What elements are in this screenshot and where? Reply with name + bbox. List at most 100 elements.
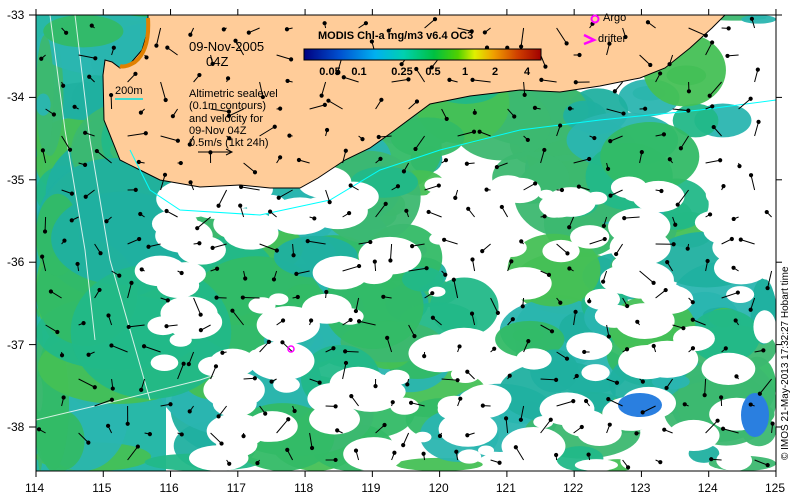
velocity-arrow-head — [319, 93, 324, 98]
velocity-arrow-head — [187, 409, 192, 414]
velocity-arrow-head — [333, 404, 338, 409]
velocity-arrow-head — [104, 219, 109, 224]
velocity-arrow-head — [765, 285, 770, 291]
velocity-arrow-head — [67, 147, 73, 152]
velocity-arrow-head — [707, 93, 712, 98]
velocity-arrow-head — [458, 396, 463, 401]
velocity-arrow — [520, 27, 525, 47]
cloud-patch — [478, 445, 495, 456]
velocity-arrow-head — [512, 114, 517, 119]
velocity-arrow — [705, 159, 721, 164]
velocity-arrow-head — [587, 299, 592, 304]
velocity-arrow — [428, 211, 442, 218]
cloud-patch — [213, 208, 267, 241]
velocity-arrow-head — [61, 395, 66, 400]
velocity-arrow-head — [333, 457, 338, 463]
velocity-arrow — [259, 341, 270, 353]
velocity-arrow — [677, 189, 689, 205]
velocity-scale-arrow — [198, 148, 234, 156]
cloud-patch — [570, 225, 610, 249]
velocity-arrow-head — [605, 166, 611, 172]
velocity-arrow-head — [533, 181, 538, 186]
velocity-arrow-head — [755, 67, 760, 72]
velocity-arrow-head — [86, 440, 91, 445]
velocity-arrow — [328, 100, 343, 110]
velocity-arrow-head — [133, 71, 138, 76]
velocity-arrow-head — [272, 124, 277, 129]
velocity-arrow-head — [40, 254, 45, 259]
velocity-arrow — [722, 428, 739, 434]
velocity-arrow-head — [430, 315, 435, 320]
cloud-patch — [716, 449, 753, 471]
velocity-arrow-head — [542, 214, 547, 219]
velocity-arrow-head — [574, 373, 579, 379]
velocity-arrow-head — [731, 265, 736, 270]
velocity-arrow — [639, 54, 651, 66]
velocity-arrow-head — [381, 294, 386, 299]
velocity-arrow-head — [592, 135, 597, 141]
velocity-arrow-head — [187, 142, 192, 147]
velocity-arrow-head — [382, 422, 387, 428]
cloud-patch — [457, 449, 482, 464]
velocity-arrow — [672, 108, 689, 112]
cloud-patch — [343, 437, 404, 471]
velocity-arrow-head — [601, 279, 606, 284]
velocity-arrow-head — [436, 183, 441, 188]
velocity-arrow — [540, 324, 553, 332]
velocity-arrow-head — [135, 444, 140, 449]
velocity-arrow-head — [663, 287, 668, 293]
velocity-arrow-head — [353, 448, 359, 453]
velocity-arrow-head — [404, 208, 409, 213]
velocity-arrow-head — [252, 170, 258, 175]
velocity-arrow-head — [291, 253, 296, 258]
velocity-arrow-head — [268, 209, 273, 214]
velocity-arrow — [750, 175, 756, 191]
velocity-arrow — [355, 297, 360, 312]
velocity-arrow-head — [614, 380, 620, 385]
velocity-arrow-head — [216, 203, 221, 208]
x-tick-label: 124 — [697, 481, 718, 495]
velocity-arrow-head — [233, 38, 238, 43]
velocity-arrow-head — [280, 340, 285, 345]
velocity-arrow-head — [477, 129, 482, 134]
velocity-arrow-head — [89, 23, 94, 28]
velocity-arrow-head — [466, 206, 471, 211]
velocity-arrow — [259, 126, 276, 137]
velocity-arrow-head — [227, 136, 232, 141]
velocity-arrow-head — [513, 445, 518, 450]
velocity-arrow-head — [147, 431, 152, 437]
velocity-arrow-head — [385, 335, 390, 340]
velocity-arrow-head — [349, 394, 354, 399]
velocity-arrow-head — [181, 361, 186, 366]
velocity-arrow-head — [614, 251, 619, 257]
velocity-arrow — [218, 405, 227, 417]
x-tick-label: 118 — [294, 481, 314, 495]
velocity-arrow — [235, 40, 245, 56]
velocity-arrow — [127, 282, 132, 299]
velocity-arrow — [389, 243, 393, 261]
velocity-arrows — [36, 16, 775, 470]
velocity-arrow-head — [526, 339, 531, 344]
velocity-arrow-head — [658, 460, 663, 465]
colorbar-tick: 0.5 — [425, 66, 441, 78]
velocity-arrow-head — [542, 147, 547, 153]
velocity-arrow — [218, 189, 228, 206]
velocity-arrow-head — [731, 216, 736, 222]
cloud-patch — [246, 411, 298, 442]
x-tick-label: 117 — [226, 481, 246, 495]
velocity-arrow — [541, 79, 557, 83]
velocity-arrow-head — [305, 239, 310, 244]
cloud-patch — [384, 369, 410, 385]
velocity-arrow-head — [309, 318, 314, 323]
velocity-arrow-head — [454, 449, 459, 454]
legend-line: 0.5m/s (1kt 24h) — [189, 137, 269, 150]
velocity-arrow — [243, 162, 256, 173]
cloud-patch — [584, 288, 621, 310]
velocity-arrow-head — [93, 56, 98, 61]
cloud-patch — [437, 395, 471, 416]
velocity-arrow-head — [292, 408, 297, 414]
cloud-patch — [539, 392, 595, 426]
velocity-arrow-head — [378, 156, 383, 161]
map-frame — [35, 14, 777, 472]
